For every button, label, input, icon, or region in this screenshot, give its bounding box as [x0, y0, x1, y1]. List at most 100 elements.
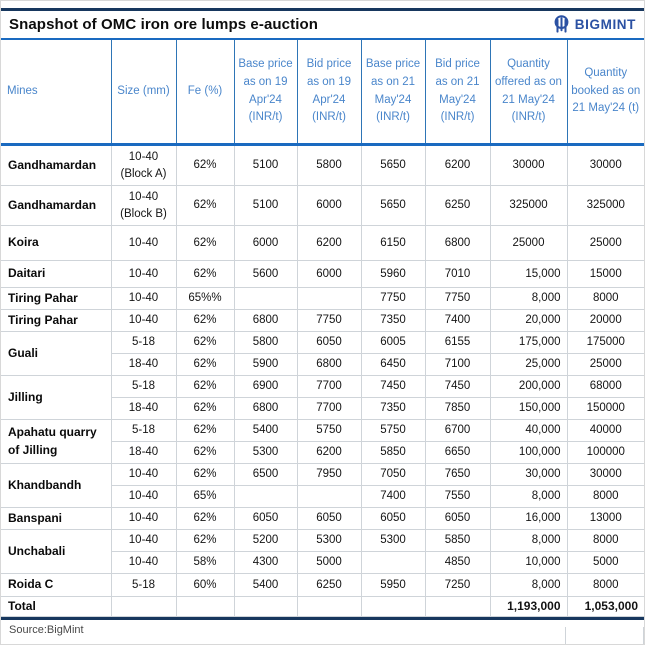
bid-price-21may-cell: 7010: [424, 260, 491, 288]
base-price-19apr-cell: 6800: [233, 397, 298, 420]
base-price-19apr-cell: 5400: [233, 419, 298, 442]
bid-price-19apr-cell: 6000: [296, 260, 362, 288]
base-price-19apr-cell: 5100: [233, 185, 298, 226]
bid-price-21may-cell: 7100: [424, 353, 491, 376]
base-price-21may-cell: [360, 551, 426, 574]
base-price-21may-cell: 7750: [360, 287, 426, 310]
qty-offered-cell: 325000: [489, 185, 568, 226]
bottom-navy-rule: [1, 617, 644, 621]
qty-booked-cell: 25000: [566, 225, 644, 261]
brand-name: BIGMINT: [574, 17, 636, 32]
bid-price-19apr-cell: 5000: [296, 551, 362, 574]
source-note: Source:BigMint: [9, 624, 84, 637]
mine-cell: Unchabali: [1, 529, 112, 574]
base-price-21may-cell: 6150: [360, 225, 426, 261]
col-header-qty-booked: Quantity booked as on 21 May'24 (t): [567, 39, 644, 146]
size-cell: 10-40: [110, 507, 177, 530]
table-row: Koira 10-40 62% 6000 6200 6150 6800 25000 25000: [1, 225, 644, 261]
base-price-21may-cell: 7450: [360, 375, 426, 398]
top-navy-rule: [1, 8, 644, 11]
fe-cell: 62%: [175, 441, 235, 464]
bid-price-19apr-cell: 5750: [296, 419, 362, 442]
base-price-21may-cell: 7350: [360, 309, 426, 332]
bid-price-19apr-cell: 7950: [296, 463, 362, 486]
bid-price-19apr-cell: 6200: [296, 441, 362, 464]
bid-price-21may-cell: 6650: [424, 441, 491, 464]
table-row: Guali 5-18 62% 5800 6050 6005 6155 175,000 17500…: [1, 331, 644, 376]
base-price-21may-cell: 5960: [360, 260, 426, 288]
base-price-21may-cell: 6450: [360, 353, 426, 376]
base-price-19apr-cell: 6500: [233, 463, 298, 486]
total-empty-cell: [296, 595, 362, 618]
table-row: Banspani 10-40 62% 6050 6050 6050 6050 16,000 13…: [1, 507, 644, 530]
mine-cell: Guali: [1, 331, 112, 376]
qty-booked-cell: 325000: [566, 185, 644, 226]
bid-price-19apr-cell: [296, 287, 362, 310]
qty-offered-cell: 100,000: [489, 441, 568, 464]
fe-cell: 62%: [175, 507, 235, 530]
mine-cell: Gandhamardan: [1, 185, 112, 226]
size-cell: 10-40: [110, 529, 177, 552]
total-empty-cell: [233, 595, 298, 618]
col-header-fe: Fe (%): [176, 39, 235, 146]
table-row: 18-40 62% 6800 7700 7350 7850 150,000 150000: [1, 397, 644, 420]
table-row: Tiring Pahar 10-40 65%% 7750 7750 8,000 8000: [1, 287, 644, 310]
fe-cell: 62%: [175, 463, 235, 486]
mine-cell: Khandbandh: [1, 463, 112, 508]
base-price-19apr-cell: 6050: [233, 507, 298, 530]
size-cell: 5-18: [110, 331, 177, 354]
fe-cell: 62%: [175, 309, 235, 332]
mine-cell: Roida C: [1, 573, 112, 597]
table-row: Tiring Pahar 10-40 62% 6800 7750 7350 7400 20,0…: [1, 309, 644, 332]
base-price-21may-cell: 6005: [360, 331, 426, 354]
bid-price-19apr-cell: 7700: [296, 375, 362, 398]
mine-cell: Banspani: [1, 507, 112, 530]
bid-price-21may-cell: 7850: [424, 397, 491, 420]
base-price-19apr-cell: 6900: [233, 375, 298, 398]
bid-price-19apr-cell: 6050: [296, 507, 362, 530]
size-cell: 10-40: [110, 260, 177, 288]
fe-cell: 65%%: [175, 287, 235, 310]
size-cell: 10-40: [110, 551, 177, 574]
total-empty-cell: [424, 595, 491, 618]
table-row: Gandhamardan 10-40 (Block B) 62% 5100 6000 56…: [1, 185, 644, 226]
bid-price-21may-cell: 5850: [424, 529, 491, 552]
qty-booked-cell: 8000: [566, 529, 644, 552]
qty-booked-cell: 8000: [566, 573, 644, 597]
qty-offered-cell: 30000: [489, 144, 568, 186]
base-price-19apr-cell: [233, 287, 298, 310]
qty-offered-cell: 20,000: [489, 309, 568, 332]
fe-cell: 58%: [175, 551, 235, 574]
bid-price-21may-cell: 7400: [424, 309, 491, 332]
table-row: Gandhamardan 10-40 (Block A) 62% 5100 5800 56…: [1, 144, 644, 186]
qty-offered-cell: 15,000: [489, 260, 568, 288]
qty-booked-cell: 40000: [566, 419, 644, 442]
bid-price-19apr-cell: 6800: [296, 353, 362, 376]
bid-price-21may-cell: 7650: [424, 463, 491, 486]
mine-cell: Daitari: [1, 260, 112, 288]
base-price-19apr-cell: 5600: [233, 260, 298, 288]
fe-cell: 62%: [175, 331, 235, 354]
qty-offered-cell: 16,000: [489, 507, 568, 530]
fe-cell: 62%: [175, 144, 235, 186]
mine-cell: Tiring Pahar: [1, 309, 112, 332]
qty-booked-cell: 5000: [566, 551, 644, 574]
base-price-21may-cell: 7350: [360, 397, 426, 420]
fe-cell: 62%: [175, 185, 235, 226]
qty-offered-cell: 25000: [489, 225, 568, 261]
qty-offered-cell: 40,000: [489, 419, 568, 442]
bid-price-21may-cell: 6800: [424, 225, 491, 261]
bid-price-19apr-cell: 6050: [296, 331, 362, 354]
bid-price-19apr-cell: 5300: [296, 529, 362, 552]
bid-price-19apr-cell: [296, 485, 362, 508]
qty-booked-cell: 100000: [566, 441, 644, 464]
qty-offered-cell: 200,000: [489, 375, 568, 398]
fe-cell: 62%: [175, 397, 235, 420]
table-row: 18-40 62% 5300 6200 5850 6650 100,000 100000: [1, 441, 644, 464]
bigmint-logo: BIGMINT: [551, 14, 636, 35]
bigmint-logo-icon: [551, 14, 572, 35]
qty-booked-cell: 68000: [566, 375, 644, 398]
bid-price-19apr-cell: 6200: [296, 225, 362, 261]
qty-offered-cell: 8,000: [489, 287, 568, 310]
fe-cell: 62%: [175, 260, 235, 288]
